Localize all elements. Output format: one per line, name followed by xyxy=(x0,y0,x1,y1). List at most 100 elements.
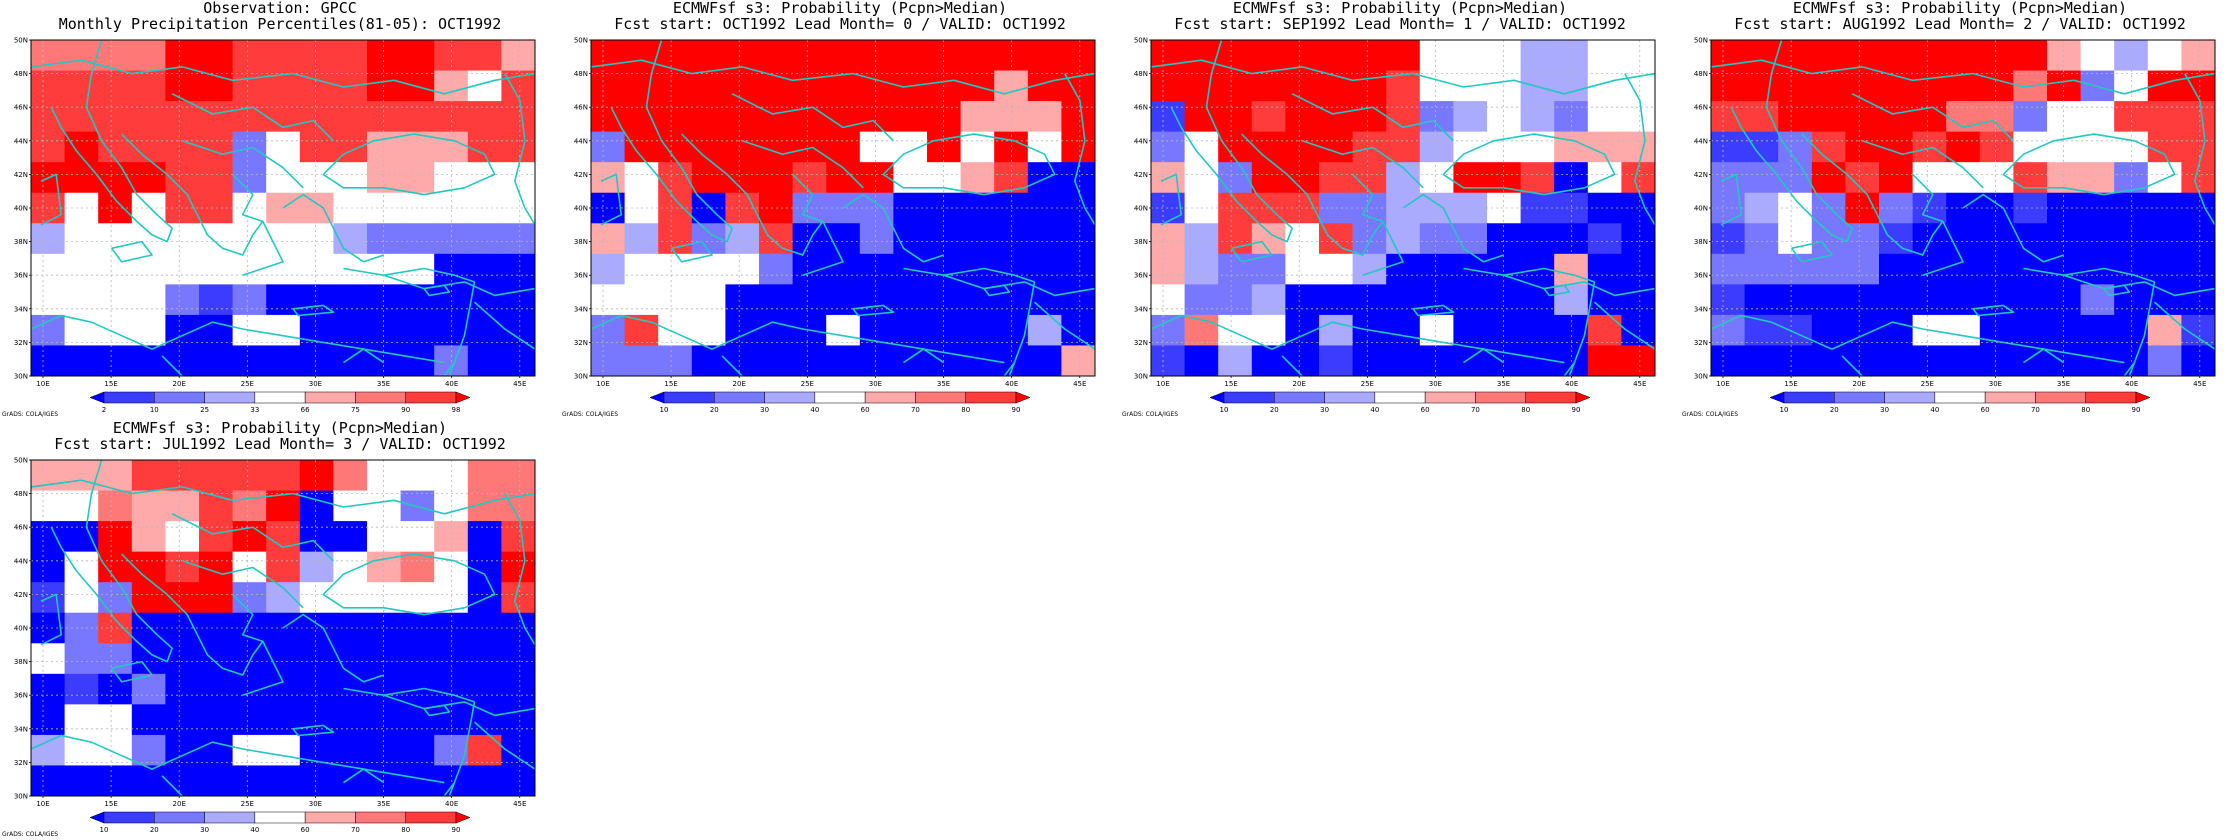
grads-credit: GrADS: COLA/IGES xyxy=(562,411,619,418)
colorbar-segment xyxy=(764,391,816,404)
colorbar-tick-label: 60 xyxy=(861,406,870,414)
grid-cell xyxy=(333,40,368,71)
grid-cell xyxy=(759,40,793,71)
grid-cell xyxy=(1487,101,1521,133)
grid-cell xyxy=(467,40,502,71)
grid-cell xyxy=(131,460,166,491)
grid-cell xyxy=(165,253,200,285)
latitude-label: 46N xyxy=(1694,104,1708,112)
grid-cell xyxy=(400,582,435,614)
colorbar-segment xyxy=(2085,391,2137,404)
grid-cell xyxy=(501,223,536,255)
grid-cell xyxy=(199,765,233,797)
longitude-label: 25E xyxy=(801,380,814,388)
longitude-label: 40E xyxy=(2125,380,2138,388)
latitude-label: 36N xyxy=(14,692,28,700)
grid-cell xyxy=(725,70,760,102)
grid-cell xyxy=(1778,284,1813,316)
grid-cell xyxy=(1184,40,1219,71)
grid-cell xyxy=(367,551,401,583)
grid-cell xyxy=(64,70,99,102)
grid-cell xyxy=(199,131,233,163)
grid-cell xyxy=(232,131,267,163)
longitude-label: 30E xyxy=(309,380,322,388)
grid-cell xyxy=(400,765,435,797)
grid-cell xyxy=(1778,70,1813,102)
colorbar-segment xyxy=(154,811,205,824)
longitude-label: 20E xyxy=(733,380,746,388)
latitude-label: 48N xyxy=(14,490,28,498)
grid-cell xyxy=(266,582,301,614)
grid-cell xyxy=(367,101,401,133)
grid-cell xyxy=(1285,70,1320,102)
grid-cell xyxy=(467,643,502,675)
grid-cell xyxy=(131,131,166,163)
grid-cell xyxy=(199,551,233,583)
grid-cell xyxy=(624,40,659,71)
grid-cell xyxy=(1061,131,1096,163)
coastline xyxy=(30,459,536,797)
grid-cell xyxy=(1811,314,1846,346)
grid-cell xyxy=(691,131,726,163)
grid-cell xyxy=(1845,345,1880,377)
grid-cell xyxy=(927,223,961,255)
grid-cell xyxy=(266,460,301,491)
colorbar-tick-label: 30 xyxy=(760,406,769,414)
grid-cell xyxy=(467,673,502,705)
colorbar-tick-label: 10 xyxy=(660,406,669,414)
colorbar-tick-label: 60 xyxy=(1981,406,1990,414)
grid-cell xyxy=(266,253,301,285)
grid-cell xyxy=(725,253,760,285)
grid-cell xyxy=(1487,70,1521,102)
longitude-label: 20E xyxy=(173,800,186,808)
latitude-label: 34N xyxy=(14,725,28,733)
grid-cell xyxy=(1027,314,1062,346)
grid-cell xyxy=(98,643,133,675)
grid-cell xyxy=(434,704,469,736)
colorbar-segment xyxy=(1884,391,1936,404)
grid-cell xyxy=(434,70,469,102)
latitude-label: 46N xyxy=(14,104,28,112)
longitude-label: 45E xyxy=(513,800,526,808)
grid-cell xyxy=(367,734,401,766)
colorbar-tick-label: 10 xyxy=(100,826,109,834)
longitude-label: 10E xyxy=(1156,380,1169,388)
grid-cell xyxy=(1027,131,1062,163)
grid-cell xyxy=(792,131,827,163)
grid-cell xyxy=(927,314,961,346)
latitude-label: 42N xyxy=(14,171,28,179)
grid-cell xyxy=(467,734,502,766)
colorbar-tick-label: 80 xyxy=(2081,406,2090,414)
panel-title: ECMWFsf s3: Probability (Pcpn>Median) Fcs… xyxy=(560,0,1120,32)
grid-cell xyxy=(691,314,726,346)
grid-cell xyxy=(658,253,693,285)
grid-cell xyxy=(1218,314,1253,346)
longitude-label: 20E xyxy=(1293,380,1306,388)
grid-cell xyxy=(1453,284,1488,316)
colorbar-tick-label: 60 xyxy=(1421,406,1430,414)
grid-cell xyxy=(1352,101,1387,133)
grid-cell xyxy=(1386,253,1421,285)
longitude-label: 45E xyxy=(1633,380,1646,388)
colorbar-tick-label: 10 xyxy=(150,406,159,414)
latitude-label: 40N xyxy=(14,205,28,213)
grid-cell xyxy=(1061,101,1096,133)
grid-cell xyxy=(1811,284,1846,316)
grid-cell xyxy=(400,521,435,553)
grid-cell xyxy=(31,521,65,553)
grid-cell xyxy=(591,223,625,255)
colorbar: 2 10 25 33 66 75 90 98 xyxy=(89,391,471,414)
grid-cell xyxy=(759,101,793,133)
grid-cell xyxy=(31,131,65,163)
latitude-label: 34N xyxy=(574,305,588,313)
grid-cell xyxy=(859,131,894,163)
latitude-label: 32N xyxy=(1694,339,1708,347)
grid-cell xyxy=(131,345,166,377)
grid-cell xyxy=(434,101,469,133)
colorbar-segment xyxy=(1984,391,2036,404)
grid-cell xyxy=(1912,345,1947,377)
grid-cell xyxy=(1879,162,1913,194)
grid-cell xyxy=(1554,40,1589,71)
grid-cell xyxy=(1218,223,1253,255)
grid-cell xyxy=(1251,70,1286,102)
